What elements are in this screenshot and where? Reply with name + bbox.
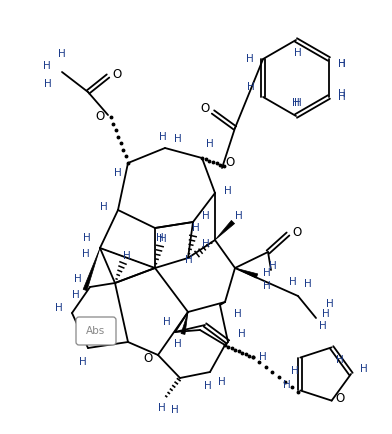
Text: H: H	[319, 321, 327, 331]
Text: H: H	[83, 233, 91, 243]
Polygon shape	[181, 312, 188, 335]
Text: H: H	[292, 365, 299, 375]
Polygon shape	[100, 248, 155, 268]
Text: O: O	[292, 226, 301, 239]
Text: Abs: Abs	[86, 326, 105, 336]
Text: O: O	[143, 352, 152, 365]
Text: H: H	[283, 381, 291, 391]
Polygon shape	[215, 220, 234, 240]
Text: H: H	[238, 329, 246, 339]
Text: H: H	[114, 168, 122, 178]
Text: H: H	[294, 98, 302, 108]
Text: H: H	[247, 82, 255, 92]
Text: H: H	[263, 281, 271, 291]
Text: H: H	[82, 249, 90, 259]
Text: H: H	[123, 251, 131, 261]
Text: H: H	[269, 261, 277, 271]
Text: H: H	[338, 92, 346, 102]
Text: H: H	[43, 61, 51, 71]
Text: H: H	[336, 355, 343, 365]
Text: H: H	[100, 202, 108, 212]
Text: H: H	[360, 364, 368, 374]
Text: H: H	[159, 234, 167, 244]
Text: O: O	[335, 392, 344, 405]
Text: H: H	[204, 381, 212, 391]
FancyBboxPatch shape	[76, 317, 116, 345]
Text: H: H	[322, 309, 330, 319]
Text: O: O	[95, 111, 105, 124]
Text: H: H	[202, 211, 210, 221]
Text: H: H	[79, 357, 87, 367]
Text: H: H	[224, 186, 232, 196]
Text: H: H	[158, 403, 166, 413]
Text: O: O	[225, 157, 235, 170]
Text: H: H	[259, 352, 267, 362]
Text: H: H	[72, 290, 80, 300]
Text: H: H	[163, 317, 171, 327]
Text: H: H	[58, 49, 66, 59]
Text: H: H	[234, 309, 242, 319]
Text: H: H	[206, 139, 214, 149]
Text: H: H	[55, 303, 63, 313]
Text: H: H	[338, 59, 346, 69]
Text: H: H	[338, 89, 346, 99]
Text: H: H	[235, 211, 243, 221]
Text: H: H	[294, 48, 302, 58]
Text: H: H	[44, 79, 52, 89]
Text: H: H	[174, 339, 182, 349]
Text: H: H	[326, 299, 334, 309]
Text: H: H	[174, 134, 182, 144]
Text: H: H	[159, 132, 167, 142]
Polygon shape	[235, 268, 258, 278]
Text: O: O	[200, 102, 210, 115]
Polygon shape	[83, 248, 100, 291]
Text: H: H	[292, 98, 300, 108]
Text: H: H	[74, 274, 82, 284]
Text: H: H	[338, 59, 346, 69]
Text: H: H	[156, 233, 164, 243]
Text: O: O	[113, 68, 122, 80]
Text: H: H	[246, 54, 254, 64]
Text: H: H	[263, 268, 271, 278]
Text: H: H	[185, 255, 193, 265]
Text: H: H	[202, 239, 210, 249]
Text: H: H	[289, 277, 297, 287]
Text: H: H	[218, 377, 226, 387]
Text: H: H	[304, 279, 312, 289]
Text: H: H	[171, 405, 179, 415]
Text: H: H	[192, 223, 200, 233]
